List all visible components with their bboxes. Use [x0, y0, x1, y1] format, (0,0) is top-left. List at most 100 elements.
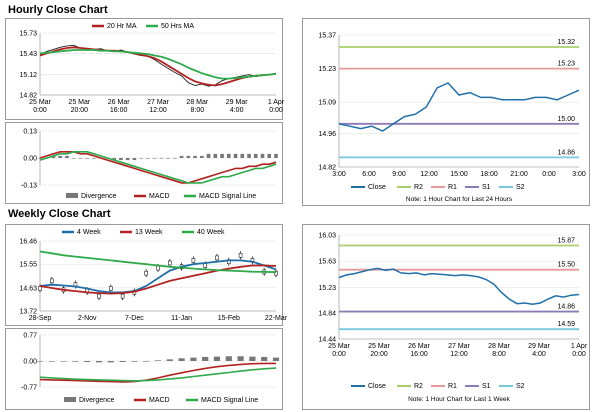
hourly-macd-legend-macd-signal-line: MACD Signal Line	[199, 193, 256, 200]
weekly-price-close-body	[144, 270, 148, 276]
hourly-macd-panel: 0.13 0.00 -0.13 Divergence MACD MACD Signal L…	[5, 122, 283, 204]
weekly-macd-series-macd-signal-line	[39, 367, 277, 382]
hourly-macd-divergence-bar	[226, 153, 231, 158]
weekly-pivot-note: Note: 1 Hour Chart for Last 1 Week	[408, 396, 511, 403]
hourly-price-x-tick: 27 Mar	[147, 99, 169, 106]
hourly-macd-divergence-bar	[112, 158, 116, 161]
hourly-price-x-tick-time: 0:00	[33, 107, 47, 114]
hourly-macd-divergence-bar	[213, 153, 218, 158]
weekly-pivot-legend-s1: S1	[482, 383, 491, 390]
weekly-macd-divergence-bar	[131, 361, 138, 362]
weekly-macd-legend-macd: MACD	[149, 397, 170, 404]
weekly-macd-divergence-bar	[225, 356, 232, 361]
hourly-section-title: Hourly Close Chart	[8, 4, 108, 16]
weekly-price-close-body	[274, 270, 278, 276]
weekly-pivot-x-tick-time: 4:00	[532, 351, 546, 358]
weekly-price-close-body	[215, 255, 219, 261]
hourly-price-y-tick: 15.43	[19, 51, 37, 58]
hourly-macd-divergence-bar	[253, 153, 258, 158]
hourly-macd-divergence-bar	[173, 158, 177, 159]
weekly-pivot-close-line	[338, 267, 580, 306]
weekly-macd-chart: 0.77 0.00 -0.77 Divergence MACD MACD Signal L…	[21, 333, 280, 404]
hourly-macd-divergence-bar	[233, 153, 238, 158]
weekly-price-panel: 4 Week 13 Week 40 Week 16.46 15.55 14.63 13.72…	[5, 224, 288, 326]
hourly-pivot-x-tick: 15:00	[450, 171, 468, 178]
hourly-macd-y-tick: 0.00	[23, 156, 37, 163]
weekly-macd-divergence-bar	[272, 357, 280, 361]
hourly-macd-series-macd	[39, 150, 277, 184]
weekly-macd-divergence-bar	[143, 361, 150, 362]
hourly-pivot-level-label-s1: 15.00	[557, 116, 575, 123]
weekly-macd-legend-divergence: Divergence	[79, 397, 115, 404]
weekly-pivot-x-tick: 27 Mar	[448, 343, 470, 350]
weekly-macd-y-tick: -0.77	[21, 385, 37, 392]
weekly-pivot-x-tick-time: 0:00	[332, 351, 346, 358]
hourly-macd-divergence-bar	[85, 158, 90, 159]
weekly-price-x-tick: 2-Nov	[78, 315, 97, 322]
weekly-pivot-x-tick: 28 Mar	[488, 343, 510, 350]
weekly-macd-legend-swatch-divergence	[64, 397, 76, 402]
weekly-macd-divergence-bar	[178, 358, 185, 361]
weekly-price-y-tick: 13.72	[19, 309, 37, 316]
hourly-price-y-tick: 14.82	[19, 93, 37, 100]
weekly-pivot-panel: 16.03 15.63 15.23 14.84 14.44 15.87 15.50 14.86…	[302, 224, 590, 410]
hourly-pivot-x-tick: 6:00	[362, 171, 376, 178]
hourly-macd-divergence-bar	[38, 158, 42, 159]
weekly-pivot-x-tick-time: 8:00	[492, 351, 506, 358]
weekly-price-series-13-week	[39, 264, 277, 295]
weekly-macd-divergence-bar	[202, 356, 209, 361]
weekly-price-series-4-week	[39, 259, 277, 294]
hourly-price-x-tick: 28 Mar	[186, 99, 208, 106]
hourly-pivot-y-tick: 15.09	[318, 100, 336, 107]
hourly-price-x-tick-time: 20:00	[71, 107, 89, 114]
hourly-macd-divergence-bar	[267, 153, 272, 158]
hourly-macd-divergence-bar	[159, 158, 164, 159]
weekly-pivot-y-tick: 14.44	[318, 337, 336, 344]
weekly-price-x-tick: 7-Dec	[125, 315, 144, 322]
weekly-macd-series-macd	[39, 362, 276, 383]
hourly-pivot-x-tick: 3:00	[572, 171, 586, 178]
weekly-pivot-legend-r1: R1	[448, 383, 457, 390]
weekly-price-series-40-week	[39, 250, 277, 274]
hourly-pivot-level-label-r2: 15.32	[557, 39, 575, 46]
hourly-macd-divergence-bar	[125, 158, 130, 161]
hourly-macd-divergence-bar	[179, 155, 184, 158]
hourly-price-x-tick: 1 Apr	[268, 99, 285, 106]
weekly-pivot-legend-close: Close	[368, 383, 386, 390]
hourly-macd-divergence-bar	[78, 158, 83, 159]
weekly-pivot-level-label-s2: 14.59	[557, 321, 575, 328]
hourly-macd-y-tick: 0.13	[23, 129, 37, 136]
hourly-macd-divergence-bar	[139, 158, 143, 159]
weekly-pivot-x-tick: 29 Mar	[528, 343, 550, 350]
hourly-pivot-x-tick: 12:00	[420, 171, 438, 178]
hourly-macd-y-tick: -0.13	[21, 183, 37, 190]
hourly-pivot-y-tick: 15.23	[318, 66, 336, 73]
hourly-pivot-legend-r2: R2	[414, 184, 423, 191]
hourly-pivot-y-tick: 14.82	[318, 165, 336, 172]
weekly-macd-y-tick: 0.00	[23, 359, 37, 366]
weekly-price-close-body	[168, 260, 172, 266]
hourly-price-x-tick-time: 16:00	[110, 107, 128, 114]
weekly-price-close-body	[97, 293, 101, 299]
hourly-price-x-tick-time: 4:00	[230, 107, 244, 114]
weekly-macd-y-tick: 0.77	[23, 333, 37, 340]
hourly-pivot-legend-r1: R1	[448, 184, 457, 191]
hourly-macd-divergence-bar	[58, 155, 63, 158]
weekly-pivot-y-tick: 15.23	[318, 285, 336, 292]
hourly-pivot-y-tick: 15.37	[318, 33, 336, 40]
hourly-price-y-tick: 15.73	[19, 31, 37, 38]
weekly-macd-divergence-bar	[190, 357, 197, 361]
hourly-pivot-y-tick: 14.96	[318, 131, 336, 138]
weekly-pivot-x-tick-time: 16:00	[410, 351, 428, 358]
weekly-pivot-y-tick: 14.84	[318, 310, 336, 317]
hourly-price-series-20-hr-ma	[39, 46, 277, 87]
weekly-macd-divergence-bar	[48, 361, 55, 362]
weekly-macd-divergence-bar	[60, 361, 67, 362]
hourly-macd-legend-divergence: Divergence	[81, 193, 117, 200]
hourly-price-legend-50-hrs-ma: 50 Hrs MA	[161, 23, 194, 30]
weekly-price-legend-13-week: 13 Week	[135, 229, 163, 236]
hourly-price-chart: 20 Hr MA 50 Hrs MA15.7315.4315.1214.8225 …	[19, 23, 285, 114]
weekly-pivot-x-tick: 25 Mar	[328, 343, 350, 350]
hourly-macd-divergence-bar	[119, 158, 123, 161]
weekly-macd-divergence-bar	[249, 356, 256, 361]
